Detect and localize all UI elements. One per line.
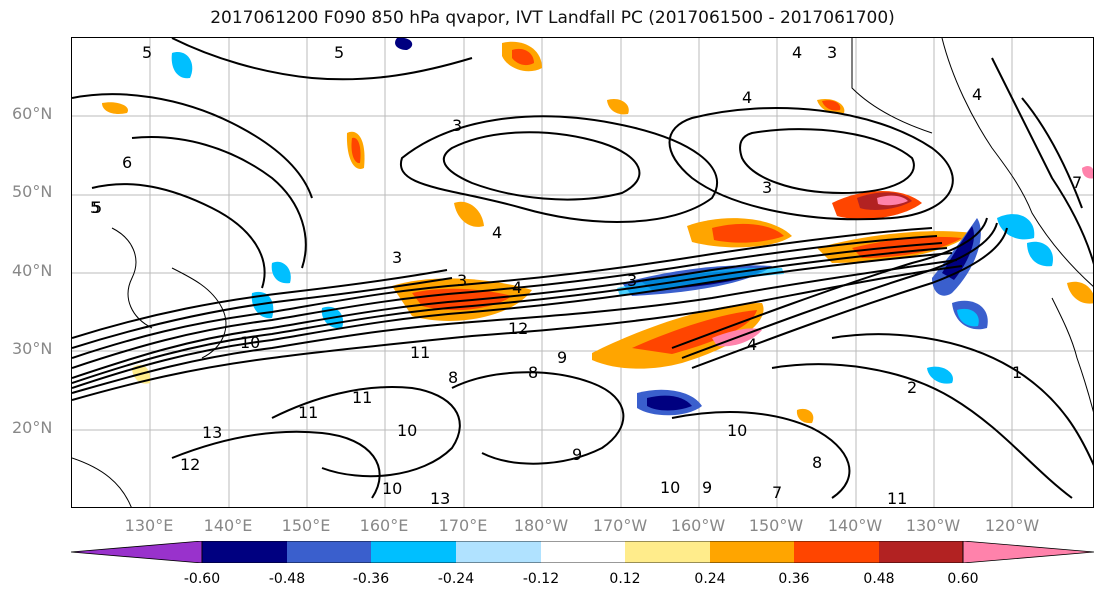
- contour-label: 3: [457, 271, 467, 290]
- lon-label: 120°W: [984, 516, 1040, 535]
- colorbar-tick: 0.12: [609, 571, 641, 587]
- map-title: 2017061200 F090 850 hPa qvapor, IVT Land…: [210, 8, 895, 28]
- colorbar-tick: 0.24: [694, 571, 726, 587]
- lon-label: 170°W: [592, 516, 648, 535]
- lat-label: 40°N: [12, 261, 53, 280]
- contour-label: 8: [812, 453, 822, 472]
- colorbar-tick: 0.48: [863, 571, 895, 587]
- colorbar-tick: 0.60: [947, 571, 979, 587]
- colorbar-tick: -0.36: [352, 571, 390, 587]
- lon-label: 170°E: [438, 516, 488, 535]
- contour-label: 8: [448, 368, 458, 387]
- lon-label: 140°E: [203, 516, 253, 535]
- contour-label: 4: [492, 223, 502, 242]
- colorbar-tick: -0.60: [183, 571, 221, 587]
- lat-label: 60°N: [12, 104, 53, 123]
- lon-label: 140°W: [827, 516, 883, 535]
- colorbar-tick: 0.36: [778, 571, 810, 587]
- contour-lines: [72, 38, 1093, 499]
- contour-label: 1: [1012, 363, 1022, 382]
- colorbar-extension-low: [71, 541, 203, 563]
- colorbar-segment: [202, 541, 287, 563]
- colorbar-tick: -0.24: [437, 571, 475, 587]
- lon-label: 150°E: [281, 516, 331, 535]
- colorbar-segment: [541, 541, 625, 563]
- map-plot-area: 5 5 5 4 4 3 4 3 3 3 4 3 3 4 12 10 11 9 8…: [71, 37, 1094, 508]
- colorbar-segment: [287, 541, 371, 563]
- coastlines: [72, 38, 1093, 507]
- colorbar-tick: -0.48: [268, 571, 306, 587]
- contour-label: 10: [240, 333, 260, 352]
- lon-label: 150°W: [748, 516, 804, 535]
- contour-label: 10: [660, 478, 680, 497]
- contour-label: 3: [827, 43, 837, 62]
- colorbar-segment: [371, 541, 456, 563]
- lon-label: 160°E: [359, 516, 409, 535]
- colorbar-segment: [625, 541, 710, 563]
- contour-label: 9: [702, 478, 712, 497]
- contour-label: 5: [142, 43, 152, 62]
- contour-label: 4: [742, 88, 752, 107]
- colorbar-segments: [71, 541, 1094, 563]
- contour-label: 6: [122, 153, 132, 172]
- colorbar-tick: -0.12: [522, 571, 560, 587]
- contour-label: 3: [452, 116, 462, 135]
- map-svg: 5 5 5 4 4 3 4 3 3 3 4 3 3 4 12 10 11 9 8…: [72, 38, 1093, 508]
- contour-label: 5: [92, 198, 102, 217]
- colorbar-segment: [879, 541, 963, 563]
- contour-label: 8: [528, 363, 538, 382]
- contour-label: 5: [90, 198, 100, 217]
- contour-label: 4: [792, 43, 802, 62]
- contour-label: 7: [772, 483, 782, 502]
- contour-label: 12: [180, 455, 200, 474]
- lon-label: 130°E: [124, 516, 174, 535]
- contour-label: 3: [392, 248, 402, 267]
- lat-label: 30°N: [12, 339, 53, 358]
- shaded-anomalies: [102, 38, 1093, 424]
- contour-label: 5: [334, 43, 344, 62]
- lat-label: 50°N: [12, 182, 53, 201]
- contour-label: 13: [430, 489, 450, 508]
- contour-label: 4: [512, 278, 522, 297]
- contour-label: 13: [202, 423, 222, 442]
- contour-label: 9: [572, 445, 582, 464]
- colorbar-segment: [794, 541, 879, 563]
- contour-label: 9: [557, 348, 567, 367]
- contour-label: 10: [382, 479, 402, 498]
- contour-label: 4: [972, 85, 982, 104]
- contour-label: 11: [298, 403, 318, 422]
- lon-label: 130°W: [905, 516, 961, 535]
- contour-label: 7: [1072, 173, 1082, 192]
- contour-label: 11: [410, 343, 430, 362]
- colorbar-extension-high: [962, 541, 1094, 563]
- contour-label: 11: [352, 388, 372, 407]
- lon-label: 180°W: [513, 516, 569, 535]
- contour-label: 10: [397, 421, 417, 440]
- contour-label: 10: [727, 421, 747, 440]
- contour-label: 2: [907, 378, 917, 397]
- colorbar: [71, 541, 1094, 563]
- lat-label: 20°N: [12, 418, 53, 437]
- colorbar-segment: [456, 541, 541, 563]
- colorbar-outline: [201, 541, 964, 563]
- contour-label: 3: [762, 178, 772, 197]
- contour-labels: 5 5 5 4 4 3 4 3 3 3 4 3 3 4 12 10 11 9 8…: [90, 43, 1082, 508]
- contour-label: 4: [747, 335, 757, 354]
- contour-label: 11: [887, 489, 907, 508]
- lon-label: 160°W: [670, 516, 726, 535]
- contour-label: 12: [508, 319, 528, 338]
- contour-label: 3: [627, 271, 637, 290]
- colorbar-segment: [710, 541, 794, 563]
